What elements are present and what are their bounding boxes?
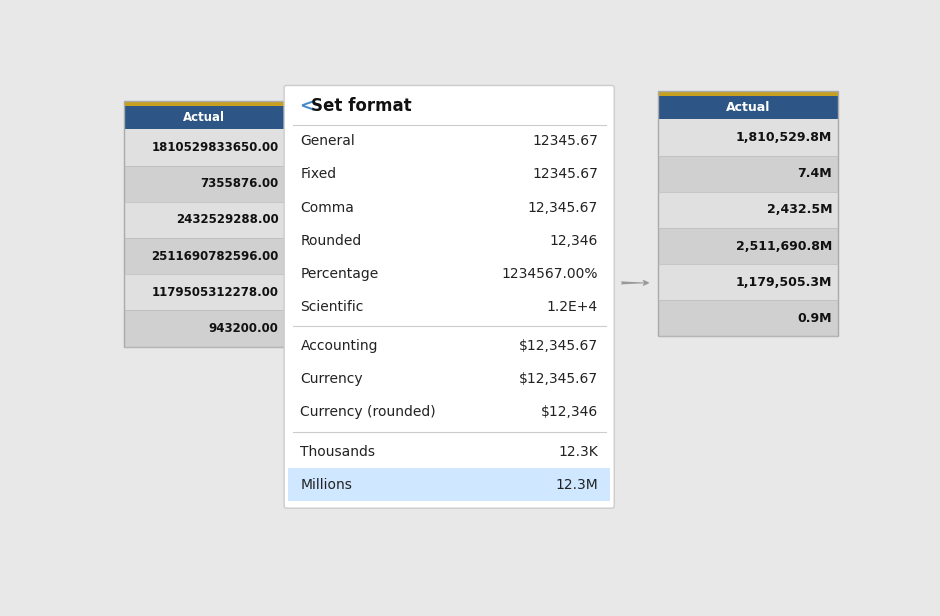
Text: 2,511,690.8M: 2,511,690.8M <box>736 240 832 253</box>
Bar <box>288 468 610 501</box>
Text: Currency (rounded): Currency (rounded) <box>301 405 436 419</box>
Text: 2,432.5M: 2,432.5M <box>766 203 832 216</box>
Text: 1,810,529.8M: 1,810,529.8M <box>736 131 832 144</box>
FancyBboxPatch shape <box>284 86 614 508</box>
Text: 943200.00: 943200.00 <box>209 322 278 335</box>
Text: $12,345.67: $12,345.67 <box>519 372 598 386</box>
Bar <box>124 129 285 166</box>
Text: Actual: Actual <box>727 101 771 115</box>
Text: 1179505312278.00: 1179505312278.00 <box>151 286 278 299</box>
Text: 12,346: 12,346 <box>550 233 598 248</box>
Text: 12345.67: 12345.67 <box>532 168 598 181</box>
Text: Comma: Comma <box>301 201 354 214</box>
Text: $12,346: $12,346 <box>540 405 598 419</box>
Bar <box>658 96 838 120</box>
Text: <: < <box>299 97 314 115</box>
Bar <box>658 300 838 336</box>
Bar <box>124 101 285 346</box>
Text: 2432529288.00: 2432529288.00 <box>176 213 278 226</box>
Text: 12,345.67: 12,345.67 <box>527 201 598 214</box>
Text: Set format: Set format <box>311 97 412 115</box>
Text: 2511690782596.00: 2511690782596.00 <box>151 249 278 262</box>
Text: 7.4M: 7.4M <box>797 167 832 180</box>
Text: Actual: Actual <box>183 111 226 124</box>
Bar <box>124 310 285 346</box>
Text: 1810529833650.00: 1810529833650.00 <box>151 141 278 154</box>
Text: 1,179,505.3M: 1,179,505.3M <box>736 276 832 289</box>
Text: 1.2E+4: 1.2E+4 <box>547 300 598 314</box>
Bar <box>124 106 285 129</box>
Text: 0.9M: 0.9M <box>797 312 832 325</box>
Text: Fixed: Fixed <box>301 168 337 181</box>
Bar <box>124 202 285 238</box>
Text: 1234567.00%: 1234567.00% <box>502 267 598 281</box>
Text: Accounting: Accounting <box>301 339 378 353</box>
Text: 12345.67: 12345.67 <box>532 134 598 148</box>
Bar <box>658 91 838 336</box>
Bar <box>124 101 285 106</box>
Bar <box>658 91 838 96</box>
Bar <box>124 166 285 201</box>
Text: Millions: Millions <box>301 478 352 492</box>
Text: Currency: Currency <box>301 372 363 386</box>
Bar <box>658 155 838 192</box>
Text: Rounded: Rounded <box>301 233 362 248</box>
Bar <box>658 228 838 264</box>
Bar <box>124 274 285 310</box>
Text: Thousands: Thousands <box>301 445 375 458</box>
Text: 7355876.00: 7355876.00 <box>200 177 278 190</box>
Text: General: General <box>301 134 355 148</box>
Text: Percentage: Percentage <box>301 267 379 281</box>
Text: $12,345.67: $12,345.67 <box>519 339 598 353</box>
Bar <box>658 192 838 228</box>
Text: 12.3K: 12.3K <box>558 445 598 458</box>
Text: Scientific: Scientific <box>301 300 364 314</box>
Bar <box>658 264 838 300</box>
Bar <box>658 120 838 155</box>
Bar <box>124 238 285 274</box>
Text: 12.3M: 12.3M <box>556 478 598 492</box>
